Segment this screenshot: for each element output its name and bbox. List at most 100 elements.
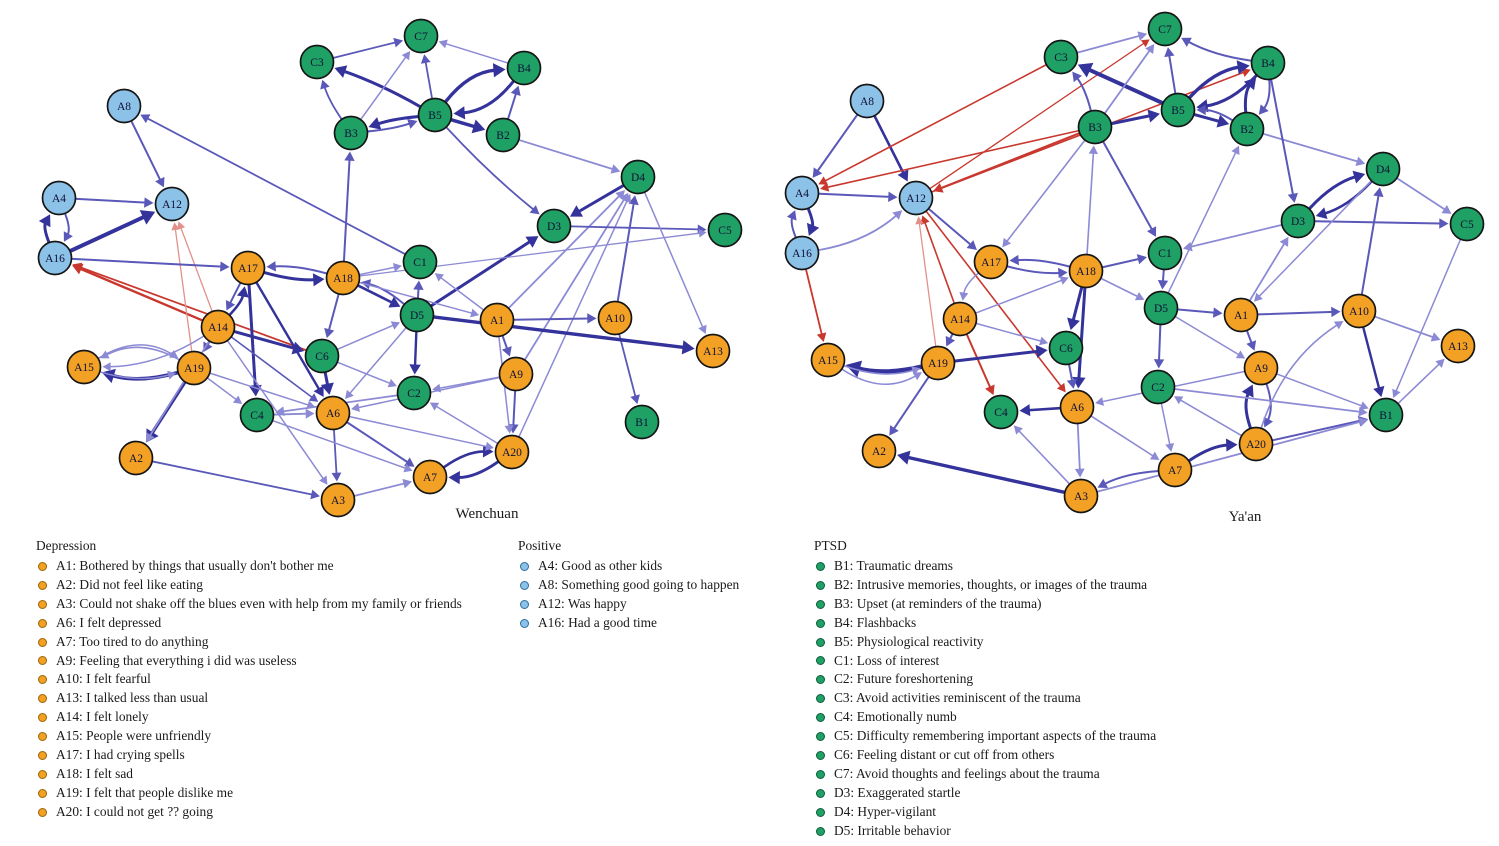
- node-yaan-C1: C1: [1147, 235, 1183, 271]
- node-wenchuan-A13: A13: [695, 333, 731, 369]
- arrowhead: [1164, 47, 1175, 58]
- ptsd-bullet-icon: [816, 675, 825, 685]
- arrowhead: [816, 332, 827, 343]
- node-yaan-A20: A20: [1238, 426, 1274, 462]
- edge-A20-A10: [1260, 323, 1339, 429]
- node-label: C4: [994, 407, 1008, 419]
- edge-D4-A1: [1257, 180, 1372, 298]
- legend-item-text: C7: Avoid thoughts and feelings about th…: [834, 765, 1100, 781]
- node-label: D5: [1154, 303, 1168, 315]
- ptsd-bullet-icon: [816, 713, 825, 723]
- node-circle: [1048, 330, 1084, 366]
- arrowhead: [889, 425, 899, 436]
- node-circle: [1063, 478, 1099, 514]
- edge-A6-C4: [1026, 406, 1061, 412]
- node-label: A13: [703, 346, 723, 358]
- edge-A6-A3: [333, 429, 338, 476]
- node-circle: [1368, 397, 1404, 433]
- depression-bullet-icon: [38, 769, 47, 779]
- edge-A17-A6: [255, 281, 321, 392]
- legend-item-text: A7: Too tired to do anything: [56, 633, 209, 649]
- node-circle: [299, 44, 335, 80]
- edge-B5-B4: [1188, 65, 1242, 99]
- node-label: A8: [860, 96, 874, 108]
- arrowhead: [1441, 204, 1452, 214]
- arrowhead: [1057, 267, 1068, 279]
- legend-item-text: B4: Flashbacks: [834, 614, 917, 630]
- node-label: A8: [117, 101, 131, 113]
- node-circle: [417, 97, 453, 133]
- arrowhead: [291, 341, 305, 355]
- edge-A20-C2: [1178, 398, 1242, 436]
- network-label-wenchuan: Wenchuan: [455, 506, 519, 522]
- edge-A10-D4: [1360, 193, 1380, 295]
- edge-C4-A7: [272, 420, 408, 470]
- edge-A1-A9: [501, 335, 509, 351]
- legend-ptsd-items: B1: Traumatic dreams B2: Intrusive memori…: [814, 557, 1156, 841]
- node-circle: [66, 349, 102, 385]
- edge-D5-A13: [432, 315, 687, 350]
- arrowhead: [320, 382, 334, 395]
- node-circle: [1440, 328, 1476, 364]
- edge-A18-A17: [1015, 258, 1071, 268]
- arrowhead: [1149, 451, 1160, 460]
- arrowhead: [1072, 71, 1082, 83]
- ptsd-bullet-icon: [816, 656, 825, 666]
- node-circle: [412, 459, 448, 495]
- node-circle: [333, 115, 369, 151]
- edge-C6-C2: [337, 361, 392, 385]
- node-label: A12: [906, 193, 926, 205]
- depression-bullet-icon: [38, 675, 47, 685]
- arrowhead: [1231, 145, 1240, 155]
- node-yaan-C4: C4: [983, 394, 1019, 430]
- node-wenchuan-C5: C5: [707, 212, 743, 248]
- arrowhead: [220, 261, 230, 272]
- legend-depression: Depression A1: Bothered by things that u…: [36, 537, 462, 822]
- arrowhead: [1173, 396, 1184, 405]
- edge-A16-A17: [71, 257, 224, 268]
- edge-A14-A15: [108, 335, 205, 368]
- node-circle: [1229, 111, 1265, 147]
- edge-B3-C7: [1104, 48, 1152, 114]
- arrowhead: [966, 240, 977, 250]
- arrowhead: [392, 263, 402, 272]
- legend-item-text: A18: I felt sad: [56, 765, 133, 781]
- edge-A1-D4: [508, 194, 621, 309]
- ptsd-bullet-icon: [816, 732, 825, 742]
- node-label: B1: [635, 417, 649, 429]
- node-label: A12: [162, 199, 182, 211]
- node-label: A4: [795, 188, 809, 200]
- node-label: C1: [1158, 248, 1172, 260]
- arrowhead: [306, 400, 316, 410]
- node-circle: [479, 302, 515, 338]
- edge-A3-A7: [354, 482, 407, 497]
- depression-bullet-icon: [38, 656, 47, 666]
- arrowhead: [470, 308, 480, 318]
- edge-A20-B1: [1272, 419, 1362, 442]
- arrowhead: [1241, 68, 1251, 77]
- ptsd-bullet-icon: [816, 694, 825, 704]
- legend-item: B1: Traumatic dreams: [814, 557, 1156, 576]
- arrowhead: [102, 362, 111, 372]
- arrowhead: [510, 85, 521, 96]
- node-wenchuan-A17: A17: [230, 250, 266, 286]
- legend-item: A2: Did not feel like eating: [36, 576, 462, 595]
- positive-bullet-icon: [520, 618, 529, 628]
- legend-item-text: B3: Upset (at reminders of the trauma): [834, 595, 1042, 611]
- legend-item: A14: I felt lonely: [36, 708, 462, 727]
- edge-A4-A12: [818, 192, 892, 198]
- node-label: A6: [1070, 402, 1084, 414]
- arrowhead: [1147, 226, 1157, 237]
- legend-item-text: D4: Hyper-vigilant: [834, 803, 936, 819]
- node-circle: [1250, 45, 1286, 81]
- legend-item-text: A8: Something good going to happen: [538, 576, 740, 592]
- node-yaan-A7: A7: [1157, 452, 1193, 488]
- edge-A8-A12: [130, 120, 162, 182]
- positive-bullet-icon: [520, 561, 529, 571]
- node-wenchuan-D3: D3: [536, 208, 572, 244]
- legend-item: A19: I felt that people dislike me: [36, 784, 462, 803]
- legend-item: A6: I felt depressed: [36, 614, 462, 633]
- edge-A18-B3: [1086, 151, 1095, 255]
- arrowhead: [912, 372, 923, 381]
- edge-A1-C1: [439, 276, 484, 311]
